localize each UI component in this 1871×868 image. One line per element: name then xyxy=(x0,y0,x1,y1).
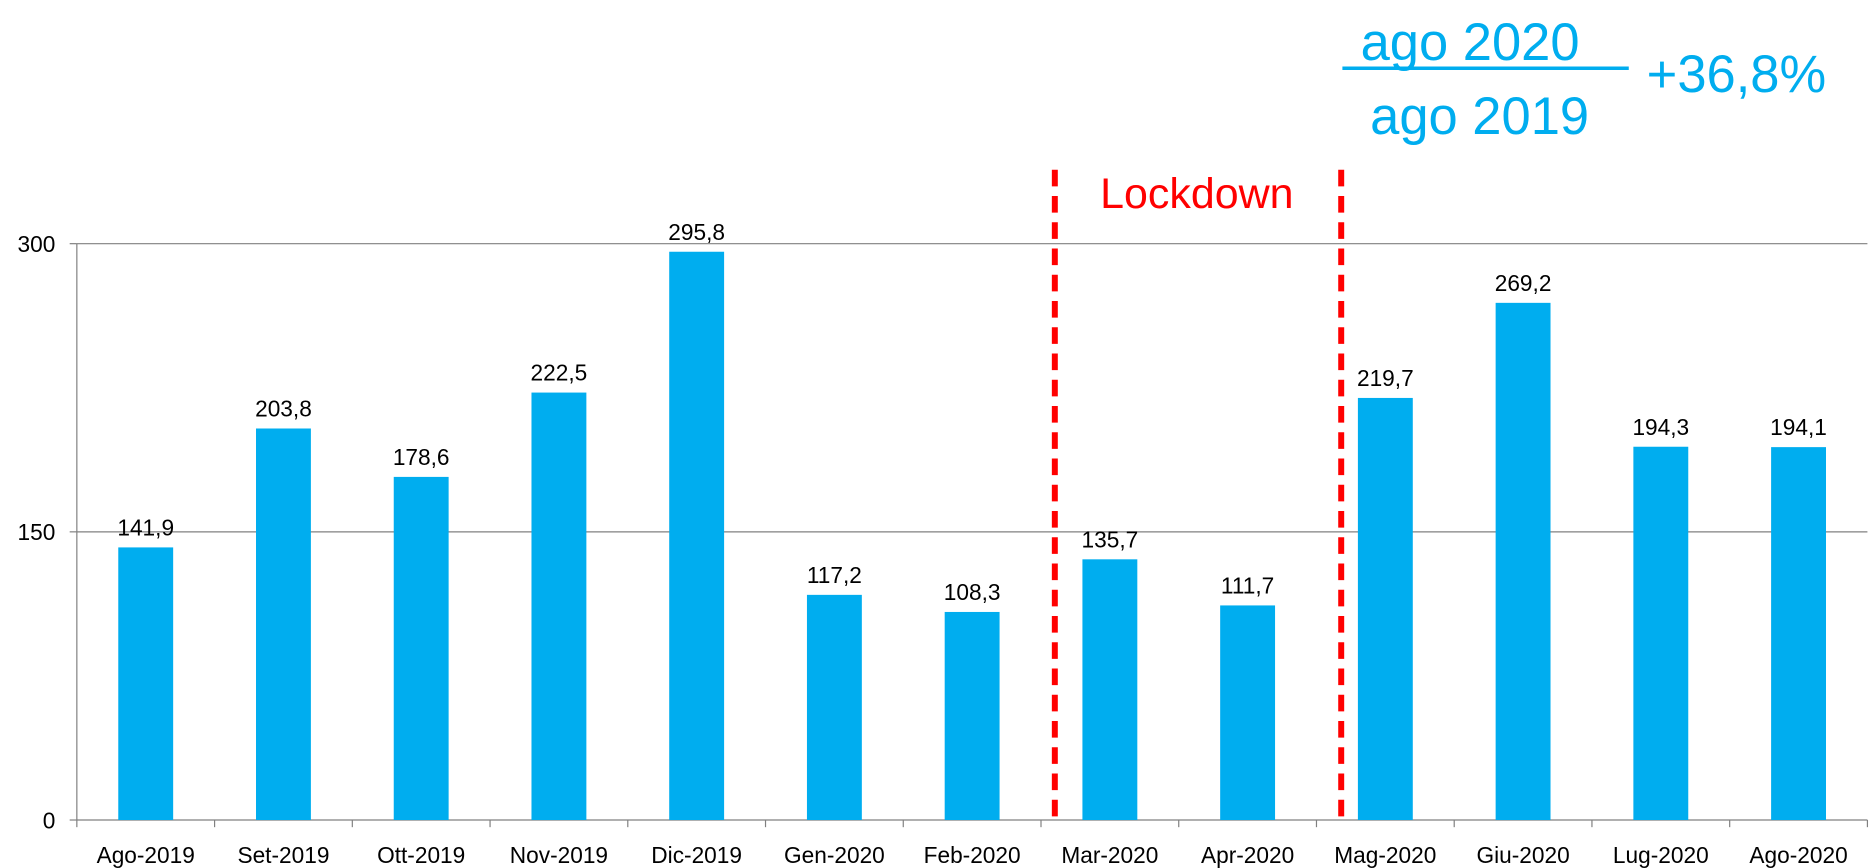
ratio-change: +36,8% xyxy=(1647,45,1827,104)
lockdown-label: Lockdown xyxy=(1100,170,1293,218)
bar xyxy=(1357,397,1413,821)
y-tick-label: 300 xyxy=(18,231,56,257)
bar xyxy=(256,428,311,821)
value-label: 111,7 xyxy=(1221,572,1274,598)
x-tick-label: Mar-2020 xyxy=(1061,842,1158,868)
ratio-denominator: ago 2019 xyxy=(1370,87,1589,146)
value-label: 222,5 xyxy=(531,360,588,386)
value-label: 108,3 xyxy=(944,579,1001,605)
x-tick-label: Nov-2019 xyxy=(510,842,608,868)
ratio-numerator: ago 2020 xyxy=(1361,13,1580,72)
bar xyxy=(1771,447,1826,821)
x-tick-label: Ago-2020 xyxy=(1749,842,1847,868)
value-label: 135,7 xyxy=(1082,526,1139,552)
value-label: 269,2 xyxy=(1495,270,1552,296)
bar xyxy=(1082,559,1138,821)
value-label: 194,3 xyxy=(1632,414,1689,440)
bar xyxy=(1220,605,1276,821)
bar xyxy=(531,392,587,821)
value-label: 194,1 xyxy=(1770,414,1827,440)
x-tick-label: Mag-2020 xyxy=(1334,842,1436,868)
x-tick-label: Dic-2019 xyxy=(651,842,742,868)
x-tick-label: Lug-2020 xyxy=(1613,842,1709,868)
value-label: 117,2 xyxy=(807,562,862,588)
x-tick-label: Ott-2019 xyxy=(377,842,465,868)
value-label: 295,8 xyxy=(668,219,725,245)
value-label: 178,6 xyxy=(393,444,450,470)
bar xyxy=(806,594,862,821)
bar xyxy=(944,611,1000,821)
value-label: 141,9 xyxy=(117,514,174,540)
bar xyxy=(393,476,449,821)
x-tick-label: Apr-2020 xyxy=(1201,842,1294,868)
y-tick-label: 0 xyxy=(43,807,56,833)
bar xyxy=(118,547,174,821)
bar xyxy=(1495,302,1551,821)
x-tick-label: Gen-2020 xyxy=(784,842,885,868)
value-label: 219,7 xyxy=(1357,365,1414,391)
x-tick-label: Ago-2019 xyxy=(97,842,195,868)
x-tick-label: Giu-2020 xyxy=(1476,842,1569,868)
bar xyxy=(669,251,725,821)
x-tick-label: Set-2019 xyxy=(237,842,329,868)
value-label: 203,8 xyxy=(255,396,312,422)
y-tick-label: 150 xyxy=(18,519,56,545)
x-tick-label: Feb-2020 xyxy=(924,842,1021,868)
bar xyxy=(1633,446,1689,821)
